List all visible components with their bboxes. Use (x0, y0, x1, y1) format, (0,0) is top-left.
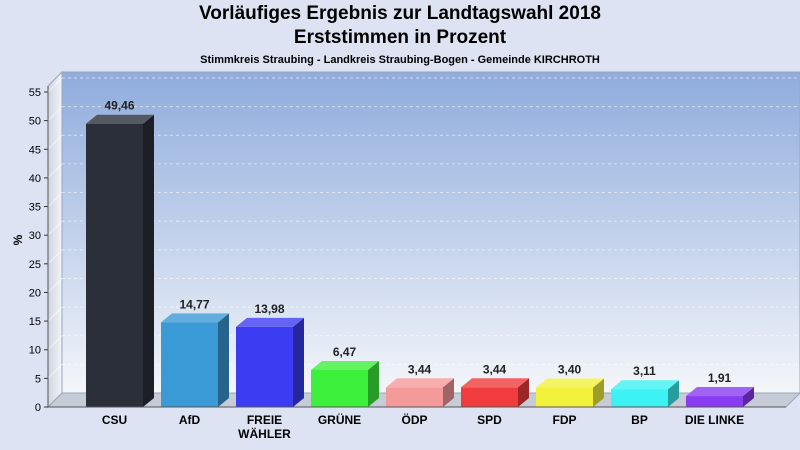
gridline-side (47, 163, 63, 179)
bar-front (236, 326, 293, 407)
bar-side (293, 317, 304, 407)
bar-top (536, 378, 604, 388)
gridline-side (47, 364, 63, 379)
gridline-side (47, 278, 63, 293)
y-tick-label: 45 (29, 144, 41, 156)
data-label: 3,44 (483, 362, 507, 376)
bar-top (461, 378, 529, 388)
data-label: 13,98 (254, 302, 284, 316)
x-tick-label: CSU (102, 413, 127, 427)
x-tick-label: FDP (553, 413, 577, 427)
y-tick-label: 15 (29, 316, 41, 328)
bar-side (743, 387, 754, 407)
chart-caption: Stimmkreis Straubing - Landkreis Straubi… (200, 54, 600, 66)
bar (86, 114, 154, 407)
x-tick-label: GRÜNE (318, 412, 361, 427)
x-tick-label: BP (631, 413, 648, 427)
bar-front (311, 369, 368, 407)
data-label: 6,47 (333, 345, 357, 359)
y-tick-label: 50 (29, 116, 41, 128)
bar-side (368, 360, 379, 407)
y-tick-label: 20 (29, 287, 41, 299)
y-tick-label: 5 (35, 373, 41, 385)
data-label: 3,44 (408, 362, 432, 376)
gridline-side (47, 192, 63, 207)
bar-side (443, 378, 454, 407)
y-tick-label: 10 (29, 345, 41, 357)
chart-subtitle: Erststimmen in Prozent (293, 27, 507, 48)
data-label: 3,11 (633, 364, 656, 378)
x-tick-label: DIE LINKE (685, 413, 744, 427)
bar-top (686, 387, 754, 397)
bar-front (386, 387, 443, 407)
bar-side (593, 378, 604, 407)
bar (161, 313, 229, 407)
bar-top (161, 313, 229, 323)
bar-top (386, 378, 454, 388)
bar (611, 380, 679, 407)
bar (311, 360, 379, 407)
bar-side (518, 378, 529, 407)
chart-title: Vorläufiges Ergebnis zur Landtagswahl 20… (199, 3, 601, 24)
data-label: 49,46 (104, 99, 134, 113)
gridline-side (47, 134, 63, 150)
bar-side (218, 313, 229, 407)
y-tick-label: 30 (29, 230, 41, 242)
gridline-side (47, 77, 63, 93)
bar-top (236, 317, 304, 327)
data-label: 14,77 (179, 297, 209, 311)
data-label: 1,91 (708, 371, 732, 385)
y-tick-label: 25 (29, 259, 41, 271)
bar-front (86, 123, 143, 407)
bar-front (461, 387, 518, 407)
bar (536, 378, 604, 407)
gridline-side (47, 106, 63, 121)
gridline-side (47, 249, 63, 265)
gridline-side (47, 220, 63, 236)
x-tick-label: ÖDP (401, 412, 427, 427)
gridline-side (47, 335, 63, 351)
x-tick-label: WÄHLER (238, 426, 291, 441)
bar-top (86, 114, 154, 124)
bar-top (611, 380, 679, 390)
side-wall (47, 70, 63, 409)
y-axis-label: % (11, 234, 25, 245)
bar-side (668, 380, 679, 407)
bar-front (536, 387, 593, 407)
bar-front (611, 389, 668, 407)
bar (386, 378, 454, 407)
bar-front (161, 322, 218, 407)
y-tick-label: 40 (29, 173, 41, 185)
gridline-side (47, 306, 63, 322)
x-tick-label: SPD (477, 413, 502, 427)
x-tick-label: FREIE (247, 413, 282, 427)
x-tick-label: AfD (179, 413, 201, 427)
bar-side (143, 114, 154, 407)
data-label: 3,40 (558, 363, 582, 377)
y-tick-label: 55 (29, 87, 41, 99)
bar (686, 387, 754, 407)
bar-front (686, 396, 743, 407)
bar (461, 378, 529, 407)
y-tick-label: 0 (35, 402, 41, 414)
y-tick-label: 35 (29, 202, 41, 214)
bar (236, 317, 304, 407)
bar-top (311, 360, 379, 370)
